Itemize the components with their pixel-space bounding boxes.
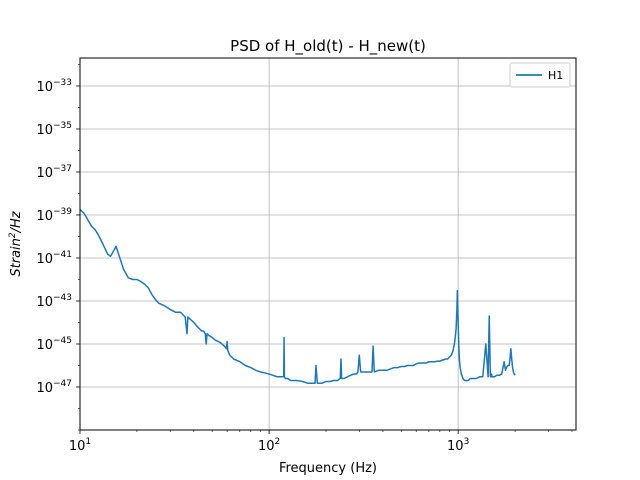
- grid: [79, 58, 576, 430]
- y-tick-label-base: 10: [36, 80, 53, 95]
- y-axis-label: Strain2/Hz: [8, 210, 24, 276]
- x-tick-label-base: 10: [69, 439, 86, 454]
- x-axis-label: Frequency (Hz): [279, 461, 377, 476]
- y-tick-label-base: 10: [36, 123, 53, 138]
- y-tick-label: 10−37: [36, 164, 72, 181]
- x-tick-label-exp: 2: [274, 437, 280, 447]
- plot-frame: [79, 57, 577, 431]
- y-tick-label-exp: −45: [53, 336, 72, 346]
- series-layer: [79, 208, 516, 384]
- y-tick-label-exp: −41: [53, 250, 72, 260]
- x-tick-label-exp: 1: [85, 437, 91, 447]
- y-tick-label: 10−45: [36, 336, 72, 353]
- y-tick-label: 10−41: [36, 250, 72, 267]
- y-tick-label-base: 10: [36, 295, 53, 310]
- y-tick-label: 10−47: [36, 379, 72, 396]
- y-tick-label: 10−43: [36, 293, 72, 310]
- y-tick-label-exp: −47: [53, 379, 72, 389]
- y-tick-label-exp: −35: [53, 121, 72, 131]
- y-tick-label-base: 10: [36, 252, 53, 267]
- x-tick-label-base: 10: [447, 439, 464, 454]
- x-tick-label: 102: [258, 437, 280, 454]
- y-tick-label-exp: −37: [53, 164, 72, 174]
- y-tick-label: 10−39: [36, 207, 72, 224]
- legend: H1: [509, 62, 571, 88]
- y-tick-label-base: 10: [36, 166, 53, 181]
- y-tick-label-exp: −33: [53, 78, 72, 88]
- y-tick-label-base: 10: [36, 338, 53, 353]
- y-axis-label-tail: /Hz: [9, 210, 24, 233]
- y-tick-label-base: 10: [36, 209, 53, 224]
- y-tick-label-base: 10: [36, 381, 53, 396]
- series-line-h1: [79, 208, 516, 384]
- y-tick-label-exp: −43: [53, 293, 72, 303]
- y-tick-label: 10−35: [36, 121, 72, 138]
- y-axis-label-sup: 2: [8, 232, 18, 238]
- y-axis-label-base: Strain: [9, 238, 24, 277]
- ticks: 101 102 10310−3310−3510−3710−3910−4110−431…: [36, 64, 573, 454]
- y-tick-label: 10−33: [36, 78, 72, 95]
- x-tick-label: 103: [447, 437, 469, 454]
- x-tick-label-base: 10: [258, 439, 275, 454]
- chart-title: PSD of H_old(t) - H_new(t): [230, 37, 426, 56]
- x-tick-label-exp: 3: [464, 437, 470, 447]
- legend-label: H1: [548, 69, 563, 82]
- y-tick-label-exp: −39: [53, 207, 72, 217]
- x-tick-label: 101: [69, 437, 91, 454]
